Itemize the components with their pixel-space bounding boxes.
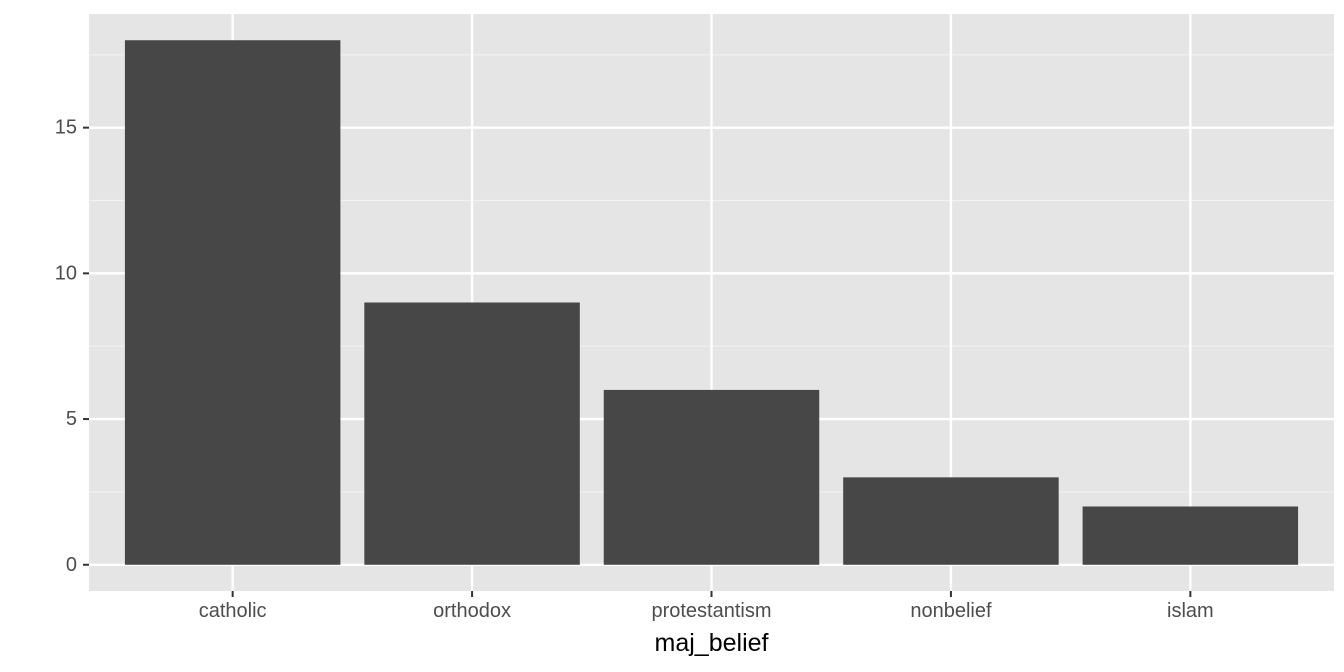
bar-islam [1082,506,1299,565]
bar-orthodox [364,302,580,565]
x-tick-label-islam: islam [1167,600,1214,622]
x-tick-label-protestantism: protestantism [651,600,771,622]
x-tick-label-orthodox: orthodox [433,600,511,622]
x-tick-label-catholic: catholic [199,600,267,622]
y-axis: 0 5 10 15 [55,117,89,576]
y-tick-label: 5 [66,408,77,430]
y-tick-label: 10 [55,262,77,284]
x-tick-label-nonbelief: nonbelief [910,600,992,622]
x-axis: catholic orthodox protestantism nonbelief is… [199,591,1214,622]
y-tick-label: 15 [55,117,77,139]
bar-series [124,40,1299,565]
bar-catholic [124,40,341,565]
bar-protestantism [603,389,820,565]
x-axis-title: maj_belief [655,629,769,657]
y-tick-label: 0 [66,554,77,576]
bar-nonbelief [843,477,1059,565]
